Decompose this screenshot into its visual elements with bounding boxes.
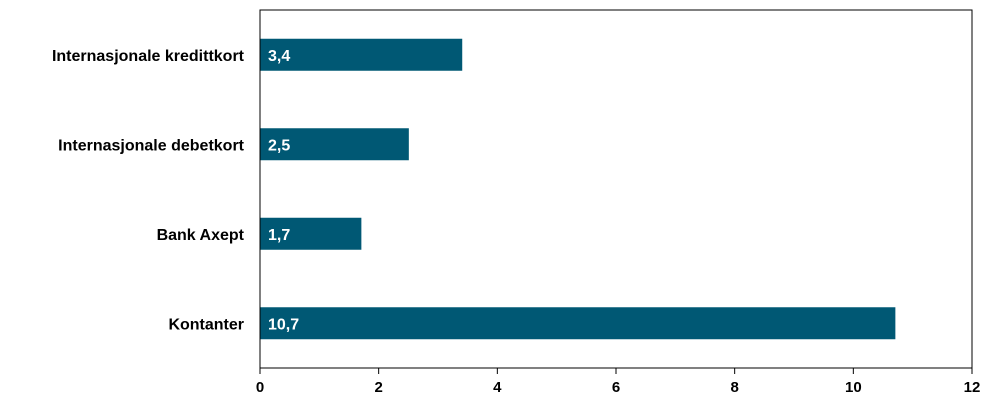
data-label-1: 2,5 <box>268 137 290 154</box>
bars-group: 3,4 2,5 1,7 10,7 <box>260 38 896 340</box>
category-label-0: Internasjonale kredittkort <box>52 48 245 65</box>
category-labels: Internasjonale kredittkort Internasjonale… <box>52 48 245 334</box>
category-label-2: Bank Axept <box>157 227 245 244</box>
data-label-0: 3,4 <box>268 48 290 65</box>
x-tick-label-2: 4 <box>493 379 502 396</box>
x-tick-label-6: 12 <box>964 379 981 396</box>
x-tick-label-5: 10 <box>845 379 862 396</box>
x-axis-ticks <box>259 368 973 374</box>
bar-2 <box>260 217 362 250</box>
x-tick-label-3: 6 <box>612 379 620 396</box>
data-label-2: 1,7 <box>268 227 290 244</box>
x-axis-tick-labels: 0 2 4 6 8 10 12 <box>256 379 981 396</box>
data-label-3: 10,7 <box>268 316 299 333</box>
x-tick-label-0: 0 <box>256 379 264 396</box>
category-label-3: Kontanter <box>168 316 244 333</box>
bar-1 <box>260 128 409 161</box>
x-tick-label-4: 8 <box>730 379 738 396</box>
x-tick-label-1: 2 <box>374 379 382 396</box>
bar-3 <box>260 307 896 340</box>
bar-0 <box>260 38 463 71</box>
category-label-1: Internasjonale debetkort <box>58 137 244 154</box>
